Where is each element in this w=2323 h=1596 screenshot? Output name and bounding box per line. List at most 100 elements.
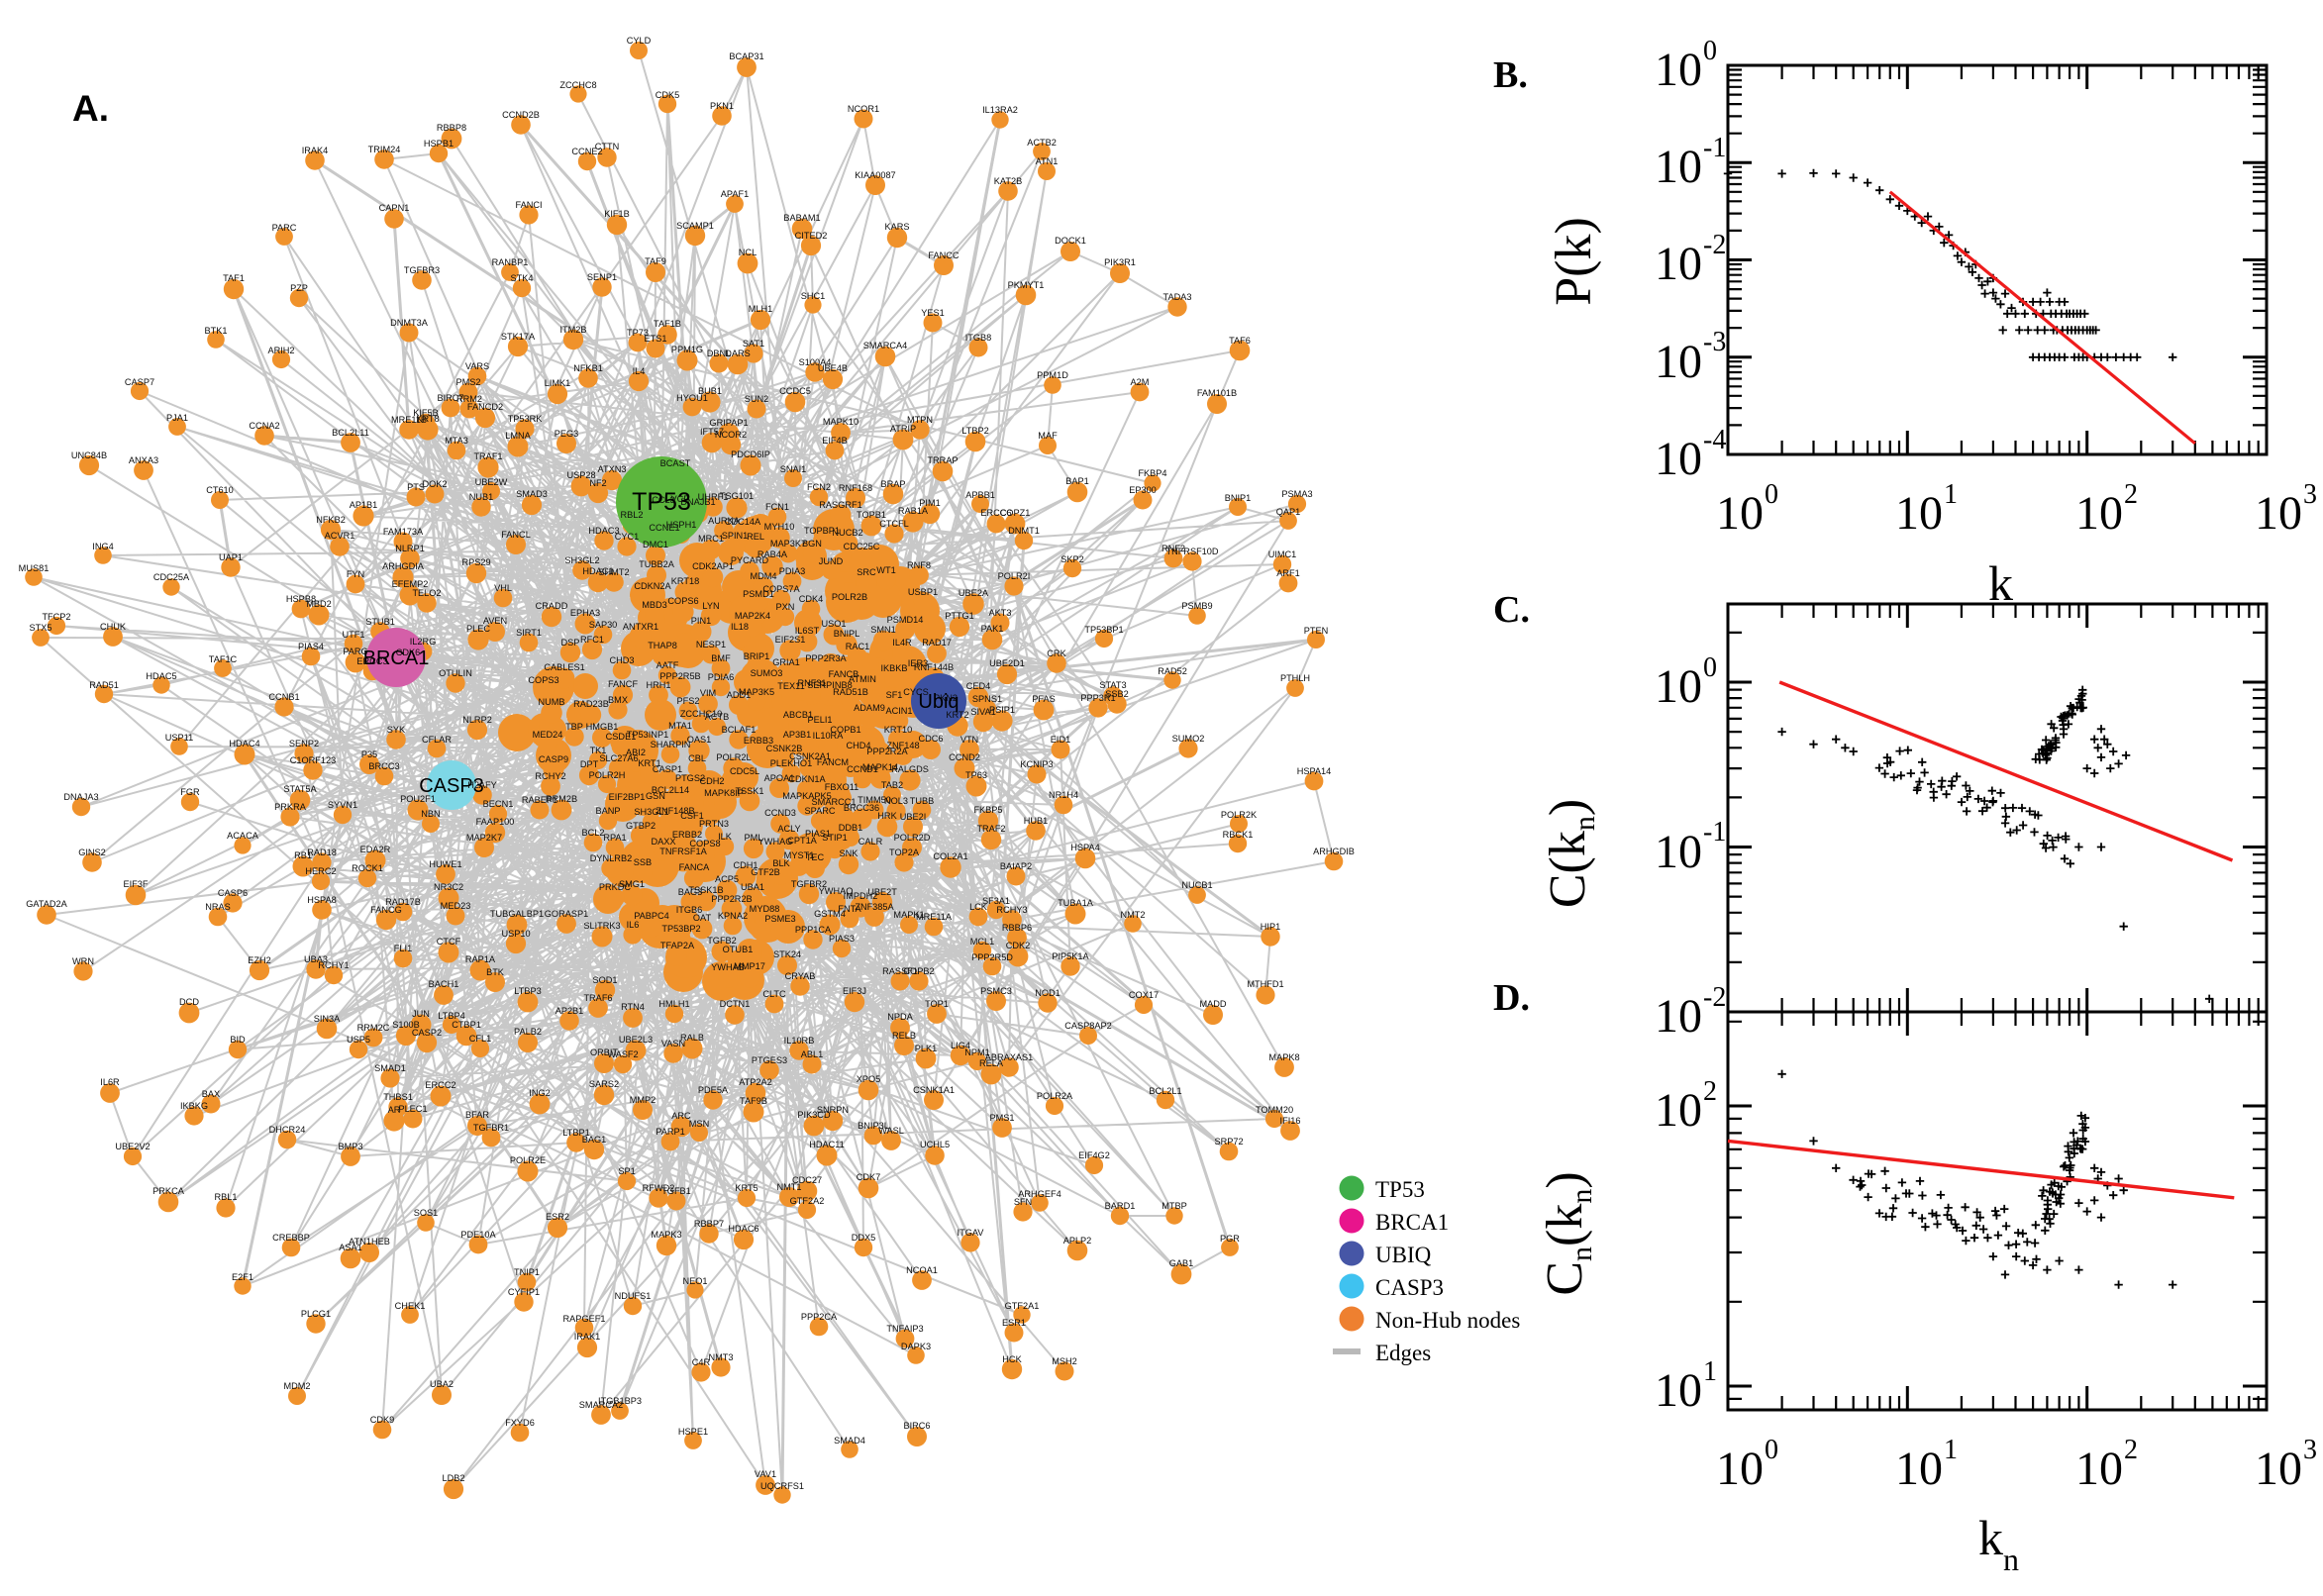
svg-text:TP53: TP53	[1375, 1177, 1425, 1202]
svg-text:PLK1: PLK1	[915, 1044, 937, 1053]
svg-text:CSNK2B: CSNK2B	[766, 744, 803, 753]
svg-text:SRC: SRC	[857, 567, 876, 577]
svg-text:FGR: FGR	[180, 787, 200, 797]
svg-text:TP53RK: TP53RK	[508, 414, 544, 424]
svg-text:P35: P35	[361, 749, 377, 759]
svg-text:ARHGDIA: ARHGDIA	[382, 561, 425, 571]
svg-text:EP300: EP300	[1129, 485, 1157, 495]
svg-text:CYFIP1: CYFIP1	[508, 1287, 540, 1297]
svg-text:CSNK1A1: CSNK1A1	[913, 1085, 955, 1095]
svg-text:ACLY: ACLY	[777, 824, 800, 834]
svg-text:CDC25C: CDC25C	[844, 542, 880, 551]
svg-text:BCL2L14: BCL2L14	[652, 785, 689, 795]
svg-text:PLEC: PLEC	[466, 624, 490, 634]
svg-text:TRAF2: TRAF2	[976, 824, 1005, 834]
svg-text:RAD51B: RAD51B	[833, 687, 868, 697]
svg-text:TAF1C: TAF1C	[209, 654, 238, 664]
svg-text:MDM2: MDM2	[283, 1381, 310, 1391]
svg-text:SUN2: SUN2	[745, 394, 769, 404]
svg-text:CHD4: CHD4	[846, 741, 870, 750]
svg-text:TRRAP: TRRAP	[927, 455, 958, 465]
svg-text:RCHY2: RCHY2	[535, 771, 565, 781]
svg-text:CDK4: CDK4	[799, 594, 824, 604]
svg-text:VARS: VARS	[465, 361, 489, 371]
svg-text:ATP2A2: ATP2A2	[739, 1077, 772, 1087]
svg-text:BANP: BANP	[595, 806, 620, 816]
svg-text:COPS7A: COPS7A	[762, 584, 800, 594]
svg-text:HSPB8: HSPB8	[286, 594, 316, 604]
svg-text:EID1: EID1	[1051, 735, 1070, 745]
svg-text:ZCCHC8: ZCCHC8	[559, 80, 596, 90]
svg-text:MED24: MED24	[533, 730, 563, 740]
svg-text:FANCG: FANCG	[370, 905, 402, 915]
svg-text:DOCK1: DOCK1	[1055, 236, 1086, 246]
svg-text:PDIA3: PDIA3	[779, 566, 806, 576]
svg-text:BAG3: BAG3	[678, 887, 703, 897]
svg-text:KRT1: KRT1	[638, 758, 660, 768]
svg-text:RRM2B: RRM2B	[546, 794, 577, 804]
svg-text:IL4R: IL4R	[892, 638, 912, 648]
svg-text:BRIP1: BRIP1	[744, 651, 770, 661]
svg-text:UAP1: UAP1	[219, 552, 243, 562]
svg-text:PRKDC: PRKDC	[599, 882, 632, 892]
svg-text:UBE4B: UBE4B	[818, 363, 848, 373]
svg-text:IL6ST: IL6ST	[795, 626, 820, 636]
svg-text:TSSK1: TSSK1	[735, 786, 763, 796]
svg-text:ARHGDIB: ARHGDIB	[1313, 847, 1355, 856]
svg-text:BLK: BLK	[772, 858, 790, 868]
svg-text:UNC84B: UNC84B	[71, 450, 107, 460]
svg-text:GAB1: GAB1	[1169, 1258, 1194, 1268]
svg-text:MAPK8IP: MAPK8IP	[704, 788, 744, 798]
svg-text:TRIM24: TRIM24	[368, 145, 401, 154]
svg-text:RAB1A: RAB1A	[898, 506, 929, 516]
svg-text:H2AFY: H2AFY	[467, 780, 497, 790]
svg-text:POLR2E: POLR2E	[510, 1155, 546, 1165]
svg-text:BTK: BTK	[486, 967, 505, 977]
svg-text:DAXX: DAXX	[651, 837, 675, 847]
svg-text:PDE10A: PDE10A	[460, 1230, 496, 1240]
svg-text:DDX5: DDX5	[852, 1233, 876, 1243]
svg-text:PSMB9: PSMB9	[1181, 601, 1212, 611]
svg-text:BCAST: BCAST	[660, 458, 691, 468]
svg-text:EIF4G2: EIF4G2	[1078, 1150, 1110, 1160]
svg-text:ATN1HEB: ATN1HEB	[349, 1237, 390, 1247]
svg-text:TGFB2: TGFB2	[707, 936, 737, 946]
svg-text:S100B: S100B	[392, 1020, 420, 1030]
svg-text:CDK2AP1: CDK2AP1	[692, 561, 734, 571]
svg-text:SMARCA2: SMARCA2	[579, 1400, 623, 1410]
svg-text:10: 10	[1716, 1443, 1764, 1495]
svg-text:RASGRF1: RASGRF1	[819, 500, 861, 510]
svg-text:CCNA2: CCNA2	[249, 421, 279, 431]
svg-text:ESR1: ESR1	[1002, 1318, 1026, 1328]
svg-text:10: 10	[1655, 141, 1702, 193]
svg-text:RAC1: RAC1	[846, 642, 870, 651]
svg-text:TNIP1: TNIP1	[514, 1267, 540, 1277]
svg-text:MTPN: MTPN	[907, 415, 933, 425]
svg-text:TRAF6: TRAF6	[583, 993, 612, 1003]
svg-text:BAP1: BAP1	[1065, 476, 1089, 486]
svg-text:VIM: VIM	[700, 688, 716, 698]
svg-text:RAD17: RAD17	[922, 638, 952, 648]
svg-text:BAX: BAX	[202, 1089, 220, 1099]
svg-text:PTGS2: PTGS2	[675, 773, 705, 783]
svg-text:DAPK3: DAPK3	[901, 1342, 931, 1351]
svg-text:BNIP3L: BNIP3L	[858, 1121, 889, 1131]
svg-text:Non-Hub nodes: Non-Hub nodes	[1375, 1308, 1520, 1333]
svg-text:NOD1: NOD1	[1035, 988, 1060, 998]
svg-text:ARIH2: ARIH2	[267, 346, 294, 355]
svg-text:CTTN: CTTN	[595, 142, 620, 151]
svg-text:CRK: CRK	[1047, 648, 1066, 658]
svg-text:EZH2: EZH2	[248, 955, 271, 965]
svg-text:BECN1: BECN1	[483, 799, 514, 809]
svg-text:ARHGEF4: ARHGEF4	[1018, 1189, 1060, 1199]
svg-text:IL6: IL6	[627, 920, 640, 930]
svg-text:UBE2A: UBE2A	[959, 588, 989, 598]
svg-text:RAD18: RAD18	[307, 848, 337, 857]
svg-text:10: 10	[1655, 990, 1702, 1043]
svg-text:STX5: STX5	[30, 623, 52, 633]
svg-text:EIF4B: EIF4B	[822, 436, 848, 446]
svg-text:SYVN1: SYVN1	[328, 800, 357, 810]
svg-text:-3: -3	[1703, 327, 1726, 357]
svg-text:TP63: TP63	[965, 770, 987, 780]
svg-text:RFC1: RFC1	[580, 635, 604, 645]
